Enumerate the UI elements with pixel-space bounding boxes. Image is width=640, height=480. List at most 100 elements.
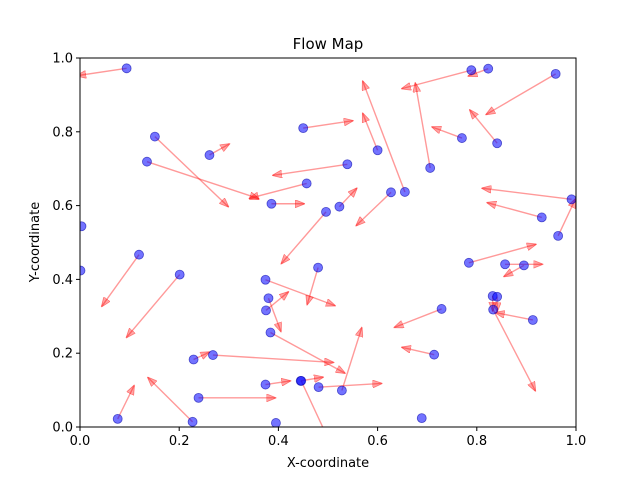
data-point (298, 123, 309, 134)
y-axis-label: Y-coordinate (28, 202, 43, 283)
y-tick-label: 1.0 (52, 52, 73, 67)
data-point (313, 262, 323, 273)
flow-arrow (270, 331, 344, 374)
data-point (261, 305, 271, 316)
data-point (80, 221, 87, 232)
flow-arrow (402, 69, 472, 88)
flow-arrow (341, 328, 362, 391)
flow-arrow (557, 199, 576, 237)
data-point (187, 416, 198, 427)
data-point (204, 150, 215, 160)
data-point (271, 418, 281, 427)
flow-arrow (265, 279, 335, 306)
chart-title: Flow Map (293, 35, 364, 53)
flow-arrow (127, 274, 181, 338)
data-point (527, 315, 538, 325)
data-point (142, 156, 152, 167)
flow-arrow (146, 161, 259, 199)
flow-arrow (318, 383, 382, 387)
flow-arrow (281, 211, 327, 264)
flow-arrow (363, 113, 379, 151)
flow-arrow (102, 254, 140, 307)
data-point (500, 259, 510, 270)
data-point (193, 392, 204, 403)
flow-arrow (148, 378, 194, 423)
data-point (463, 257, 474, 268)
x-tick-label: 0.6 (367, 434, 388, 449)
data-point (112, 413, 123, 424)
data-point (188, 354, 199, 365)
data-point (488, 304, 499, 315)
flow-arrow (80, 67, 127, 75)
data-point (466, 65, 477, 76)
axes-frame (79, 57, 577, 428)
flow-arrow (117, 386, 134, 420)
flow-arrow (303, 121, 353, 129)
data-point (399, 187, 410, 197)
flow-arrow (492, 309, 535, 391)
flow-arrow (250, 182, 307, 198)
flow-arrow (468, 244, 536, 264)
flow-arrow (363, 81, 406, 193)
flow-arrow (267, 297, 280, 331)
y-tick-label: 0.8 (52, 125, 73, 140)
flow-arrow (432, 127, 463, 139)
data-point (429, 349, 440, 360)
data-point (301, 178, 312, 189)
flow-arrow (415, 83, 431, 169)
x-tick-label: 0.8 (466, 434, 487, 449)
flow-arrow (470, 110, 498, 144)
data-point (492, 291, 503, 302)
x-tick-label: 0.2 (169, 434, 190, 449)
flow-arrow (356, 191, 392, 225)
data-point (372, 145, 383, 156)
data-point (416, 413, 427, 424)
data-point (483, 63, 494, 74)
data-point (134, 249, 144, 260)
data-point (336, 385, 347, 396)
x-axis-label: X-coordinate (287, 456, 369, 471)
data-point (425, 163, 436, 173)
data-point (260, 379, 271, 390)
data-point (334, 201, 345, 212)
data-point (566, 194, 576, 205)
y-tick-label: 0.6 (52, 199, 73, 214)
data-point (536, 212, 547, 223)
data-point (149, 131, 160, 142)
plot-area (80, 63, 576, 427)
data-point (266, 198, 277, 209)
data-point (321, 206, 331, 217)
flow-arrow (487, 203, 542, 219)
data-point (386, 187, 396, 198)
data-point (553, 230, 564, 241)
y-tick-label: 0.2 (52, 347, 73, 362)
y-axis: 0.0 0.2 0.4 0.6 0.8 1.0 (52, 52, 80, 436)
y-tick-label: 0.4 (52, 273, 73, 288)
flow-arrow (482, 188, 572, 201)
data-point (208, 350, 218, 360)
data-point (263, 293, 274, 304)
data-point (519, 260, 529, 271)
data-point (260, 274, 271, 285)
flow-arrow (273, 163, 348, 175)
flow-arrow (154, 136, 228, 207)
data-point (457, 133, 467, 143)
data-point (265, 327, 276, 338)
flow-arrow (486, 73, 557, 115)
x-axis: 0.0 0.2 0.4 0.6 0.8 1.0 (70, 427, 587, 449)
data-point (342, 159, 353, 170)
x-tick-label: 1.0 (566, 434, 587, 449)
flow-arrow (307, 267, 319, 305)
y-tick-label: 0.0 (52, 421, 73, 436)
flow-arrow (300, 380, 324, 427)
data-point (436, 304, 447, 314)
x-tick-label: 0.4 (268, 434, 289, 449)
data-point (174, 269, 185, 280)
flow-arrow (496, 313, 533, 321)
flow-arrow (402, 347, 435, 356)
data-point (121, 63, 132, 74)
data-point (296, 375, 307, 386)
flow-arrow (394, 308, 442, 327)
data-point (492, 138, 503, 149)
